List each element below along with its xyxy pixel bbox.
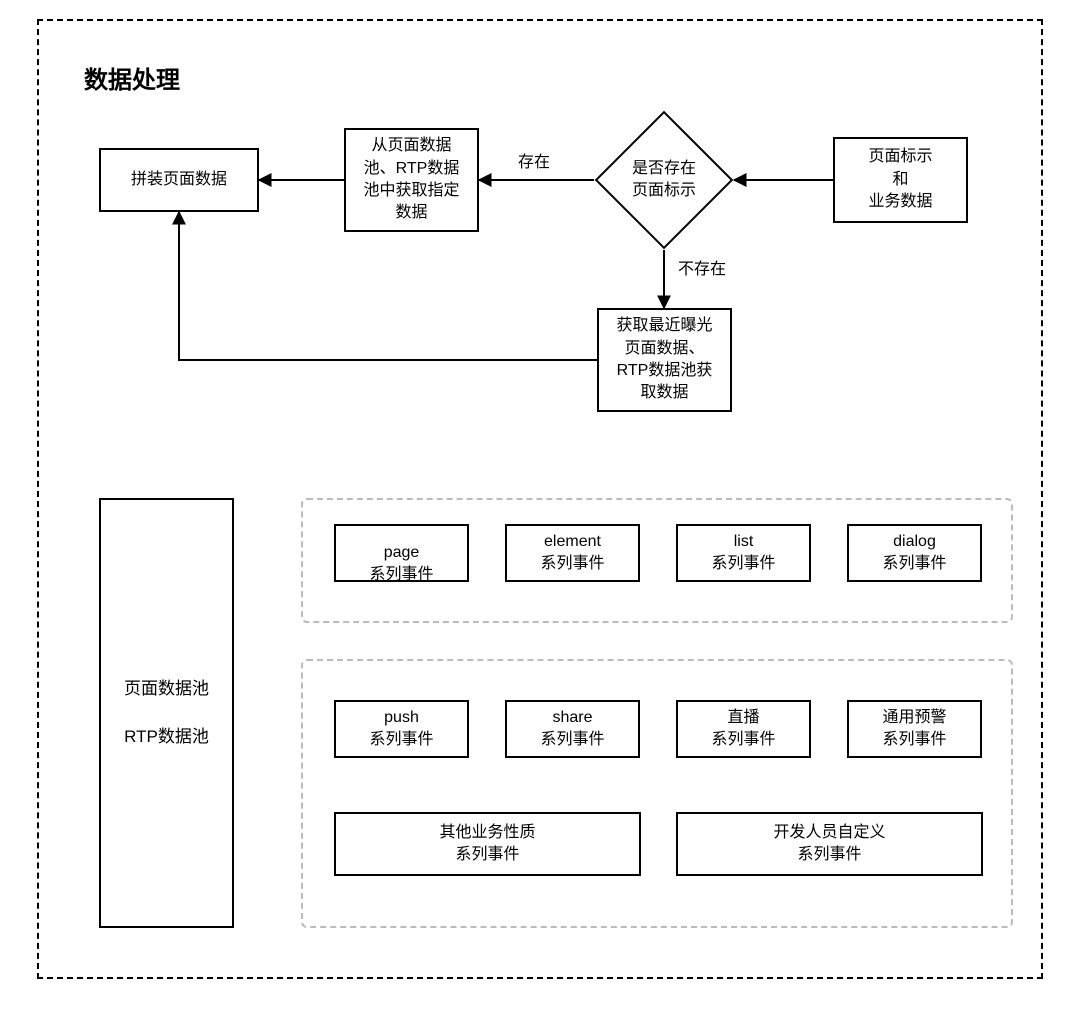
node-decision: 是否存在 页面标示 [594,110,734,250]
event-other-biz-label: 其他业务性质系列事件 [439,822,535,867]
node-assemble: 拼装页面数据 [99,148,259,212]
event-list-label: list系列事件 [711,531,775,576]
event-page: page系列事件 [334,524,469,582]
node-pools: 页面数据池 RTP数据池 [99,498,234,928]
event-element-label: element系列事件 [540,531,604,576]
event-live-label: 直播系列事件 [711,707,775,752]
node-assemble-label: 拼装页面数据 [131,169,227,191]
event-dialog: dialog系列事件 [847,524,982,582]
event-share-label: share系列事件 [540,707,604,752]
diagram-title: 数据处理 [84,60,180,95]
event-page-label: page系列事件 [369,519,433,586]
node-fetch-pool: 从页面数据 池、RTP数据 池中获取指定 数据 [344,128,479,232]
node-fetch-pool-label: 从页面数据 池、RTP数据 池中获取指定 数据 [363,135,459,225]
node-fetch-recent-label: 获取最近曝光 页面数据、 RTP数据池获 取数据 [616,315,712,405]
event-live: 直播系列事件 [676,700,811,758]
edge-label-not-exists: 不存在 [676,255,728,279]
edge-label-exists: 存在 [516,148,552,172]
event-element: element系列事件 [505,524,640,582]
event-push-label: push系列事件 [369,707,433,752]
event-alert-label: 通用预警系列事件 [882,707,946,752]
event-alert: 通用预警系列事件 [847,700,982,758]
event-custom-label: 开发人员自定义系列事件 [773,822,885,867]
node-fetch-recent: 获取最近曝光 页面数据、 RTP数据池获 取数据 [597,308,732,412]
event-dialog-label: dialog系列事件 [882,531,946,576]
event-custom: 开发人员自定义系列事件 [676,812,983,876]
node-page-mark-label: 页面标示 和 业务数据 [868,146,932,213]
event-push: push系列事件 [334,700,469,758]
event-list: list系列事件 [676,524,811,582]
node-page-mark: 页面标示 和 业务数据 [833,137,968,223]
node-pools-label: 页面数据池 RTP数据池 [124,677,209,748]
node-decision-label: 是否存在 页面标示 [632,158,696,203]
event-other-biz: 其他业务性质系列事件 [334,812,641,876]
event-share: share系列事件 [505,700,640,758]
diagram-canvas: 数据处理 存在 不存在 拼装页面数据 从页面数据 池、RTP数据 池中获取指定 … [0,0,1080,1009]
